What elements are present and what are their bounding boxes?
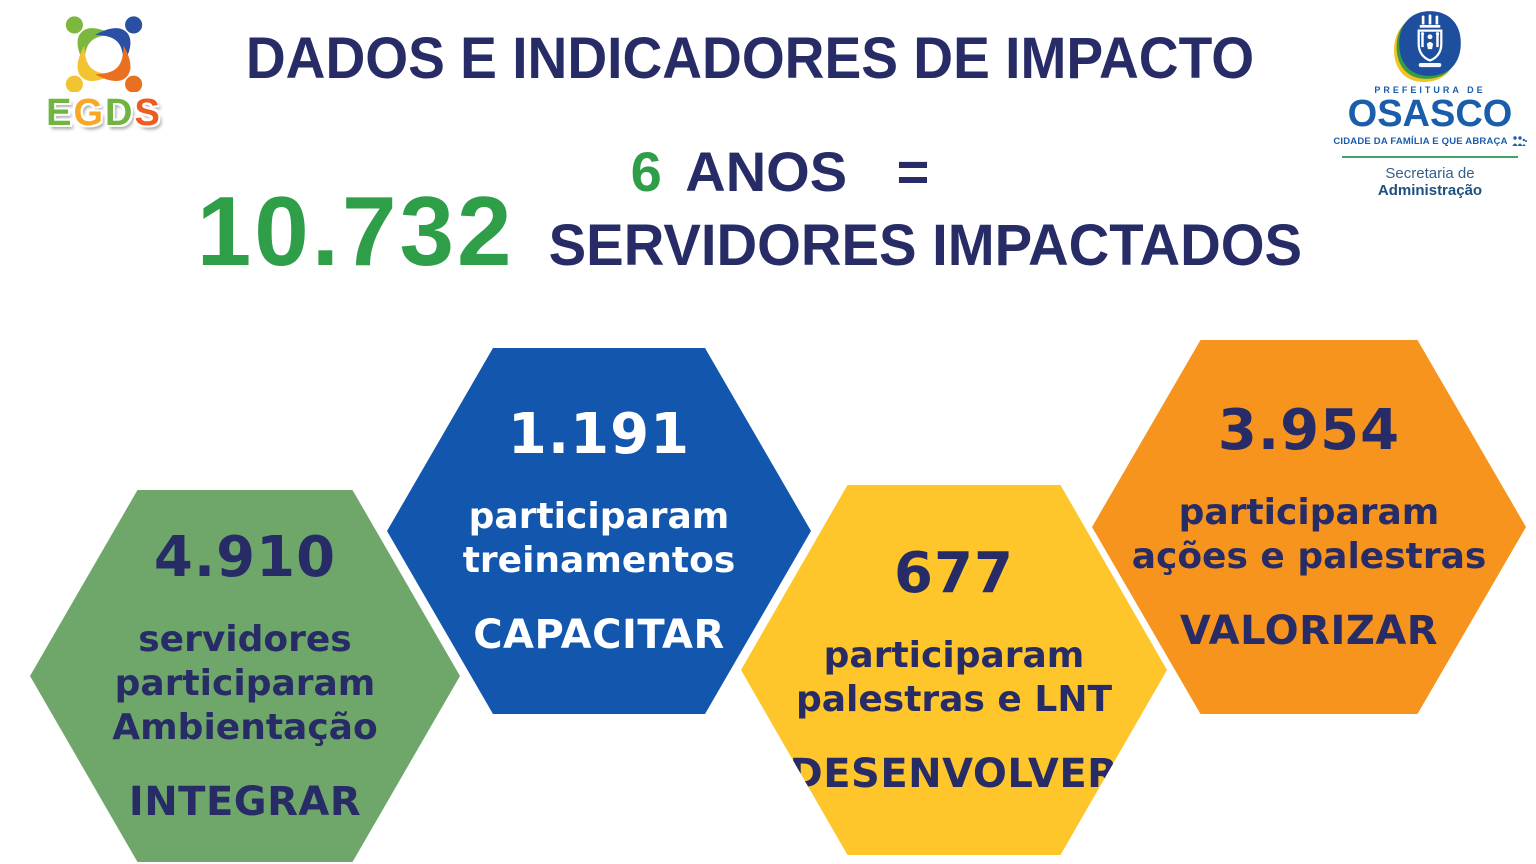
- hexagon-valorizar-keyword: VALORIZAR: [1179, 607, 1439, 654]
- description-line: participaram: [1178, 492, 1440, 534]
- description-line: participaram: [468, 496, 730, 538]
- hexagon-integrar: 4.910 servidores participaram Ambientaçã…: [30, 490, 460, 862]
- osasco-secretaria-line1: Secretaria de: [1385, 164, 1475, 182]
- egds-letter: D: [105, 92, 135, 134]
- hexagon-valorizar-value: 3.954: [1217, 398, 1401, 464]
- hexagon-capacitar-value: 1.191: [507, 402, 691, 468]
- osasco-prefeitura-label: PREFEITURA DE: [1374, 85, 1486, 95]
- hexagon-integrar-keyword: INTEGRAR: [128, 778, 362, 825]
- hexagon-valorizar: 3.954 participaram ações e palestras VAL…: [1092, 340, 1526, 714]
- osasco-tagline-text: CIDADE DA FAMÍLIA E QUE ABRAÇA: [1333, 135, 1508, 147]
- description-line: treinamentos: [462, 540, 736, 581]
- osasco-logo: PREFEITURA DE OSASCO CIDADE DA FAMÍLIA E…: [1330, 6, 1530, 199]
- hexagon-valorizar-description: participaram ações e palestras: [1132, 491, 1487, 579]
- description-line: ações e palestras: [1131, 536, 1487, 577]
- hexagon-capacitar-description: participaram treinamentos: [463, 495, 736, 583]
- years-label: ANOS: [685, 140, 848, 203]
- family-icon: [1512, 136, 1527, 146]
- egds-logo: EGDS: [34, 14, 174, 132]
- description-line: participaram: [114, 663, 376, 705]
- osasco-tagline: CIDADE DA FAMÍLIA E QUE ABRAÇA: [1330, 136, 1530, 147]
- equals-sign: =: [896, 140, 930, 203]
- years-equation: 6 ANOS =: [0, 139, 1536, 204]
- page-title: DADOS E INDICADORES DE IMPACTO: [245, 26, 1255, 91]
- total-impacted-number: 10.732: [196, 176, 515, 286]
- hexagon-capacitar-keyword: CAPACITAR: [473, 611, 725, 658]
- total-impacted-label: SERVIDORES IMPACTADOS: [548, 213, 1302, 278]
- description-line: Ambientação: [112, 706, 378, 748]
- osasco-name: OSASCO: [1347, 93, 1513, 135]
- hexagon-desenvolver-value: 677: [894, 541, 1014, 607]
- egds-people-icon: [65, 16, 143, 92]
- egds-wordmark: EGDS: [34, 94, 174, 132]
- egds-letter: E: [46, 92, 74, 134]
- osasco-divider: [1342, 155, 1518, 158]
- description-line: palestras e LNT: [795, 679, 1113, 720]
- hexagon-desenvolver-description: participaram palestras e LNT: [796, 634, 1112, 722]
- description-line: servidores: [138, 619, 352, 661]
- osasco-secretaria-line2: Administração: [1377, 182, 1483, 200]
- egds-letter: S: [134, 92, 162, 134]
- hexagon-integrar-value: 4.910: [153, 525, 337, 591]
- hexagon-integrar-description: servidores participaram Ambientação: [112, 618, 377, 750]
- hexagon-desenvolver: 677 participaram palestras e LNT DESENVO…: [741, 485, 1167, 855]
- osasco-crest-icon: [1394, 11, 1461, 82]
- total-impacted-line: 10.732 SERVIDORES IMPACTADOS: [0, 182, 1510, 280]
- egds-letter: G: [73, 92, 106, 134]
- description-line: participaram: [823, 635, 1085, 677]
- hexagon-desenvolver-keyword: DESENVOLVER: [789, 750, 1119, 797]
- years-number: 6: [630, 140, 662, 203]
